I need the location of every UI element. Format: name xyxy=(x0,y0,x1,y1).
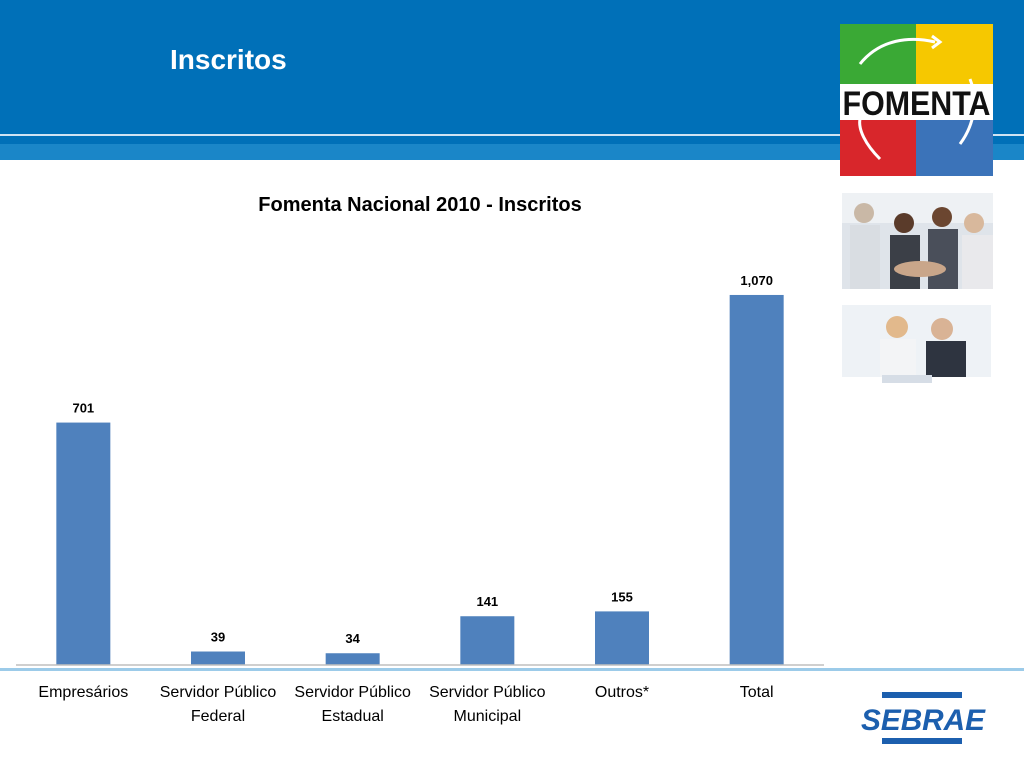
data-label-3: 34 xyxy=(345,631,360,646)
business-team-photo xyxy=(842,193,993,289)
bar-chart: Fomenta Nacional 2010 - Inscritos 701 39 3… xyxy=(16,194,824,725)
chart-title: Fomenta Nacional 2010 - Inscritos xyxy=(258,194,581,216)
fomenta-logo-text: FOMENTA xyxy=(843,85,991,123)
data-label-2: 39 xyxy=(211,630,225,645)
sebrae-logo: SEBRAE xyxy=(861,692,986,744)
slide-title: Inscritos xyxy=(170,44,287,75)
fomenta-logo: FOMENTA xyxy=(840,24,993,176)
bar-1 xyxy=(56,422,111,665)
data-label-5: 155 xyxy=(611,589,633,604)
bar-5 xyxy=(595,611,649,665)
bar-2 xyxy=(191,651,245,665)
x-tick-label-6: Total xyxy=(740,684,774,701)
data-label-1: 701 xyxy=(72,401,94,416)
bar-6 xyxy=(729,294,784,665)
x-tick-label-3: Servidor Público Estadual xyxy=(294,684,411,725)
x-tick-label-1: Empresários xyxy=(38,684,128,701)
header-divider xyxy=(0,134,1024,136)
x-tick-label-4: Servidor Público Municipal xyxy=(429,684,546,725)
bar-3 xyxy=(325,653,380,665)
x-tick-label-5: Outros* xyxy=(595,684,649,701)
x-tick-label-2: Servidor Público Federal xyxy=(160,684,277,725)
footer-divider xyxy=(0,668,1024,671)
sebrae-logo-text: SEBRAE xyxy=(861,704,986,737)
bar-4 xyxy=(460,616,515,665)
data-label-4: 141 xyxy=(476,594,498,609)
data-label-6: 1,070 xyxy=(740,273,773,288)
business-meeting-photo xyxy=(842,305,991,401)
header-stripe xyxy=(0,144,1024,160)
